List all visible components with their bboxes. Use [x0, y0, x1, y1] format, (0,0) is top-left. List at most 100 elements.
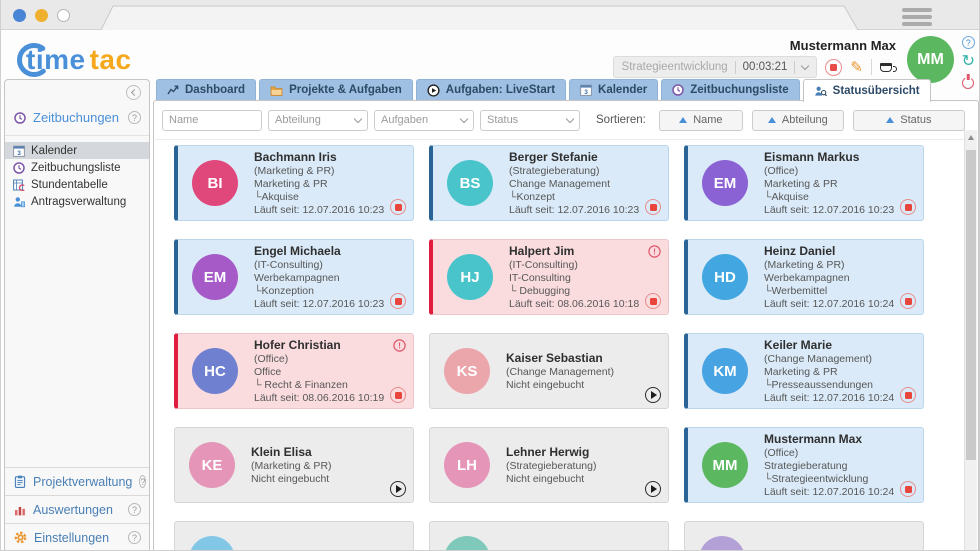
sidebar-section-zeitbuchungen[interactable]: Zeitbuchungen — [5, 102, 149, 136]
stop-tracking-icon[interactable] — [645, 293, 661, 309]
employee-card[interactable]: HDHeinz Daniel(Marketing & PR)Werbekampa… — [684, 239, 924, 315]
employee-card[interactable]: KMKeiler Marie(Change Management)Marketi… — [684, 333, 924, 409]
employee-name: Hofer Christian — [254, 338, 384, 353]
employee-project: Marketing & PR — [764, 178, 894, 191]
clipboard-icon — [14, 475, 26, 488]
stop-tracking-icon[interactable] — [390, 387, 406, 403]
browser-menu-icon[interactable] — [902, 8, 932, 26]
employee-card[interactable]: Reunig Elena — [174, 521, 414, 551]
employee-card[interactable]: MMMustermann Max(Office)Strategieberatun… — [684, 427, 924, 503]
avatar — [189, 536, 235, 551]
sidebar-section-projektverwaltung[interactable]: Projektverwaltung — [5, 467, 149, 495]
scrollbar[interactable] — [964, 130, 977, 551]
sidebar-item-list: 3KalenderZeitbuchungslisteStundentabelle… — [5, 136, 149, 216]
employee-card[interactable]: HCHofer Christian(Office)Office└ Recht &… — [174, 333, 414, 409]
employee-card[interactable]: HJHalpert Jim(IT-Consulting)IT-Consultin… — [429, 239, 669, 315]
sort-button-abteilung[interactable]: Abteilung — [752, 110, 844, 131]
sidebar-section-einstellungen[interactable]: Einstellungen — [5, 523, 149, 551]
avatar: BS — [447, 160, 493, 206]
sidebar-section-auswertungen[interactable]: Auswertungen — [5, 495, 149, 523]
header-icon-rail — [962, 36, 975, 89]
employee-department: (Marketing & PR) — [764, 259, 894, 272]
window-controls[interactable] — [13, 9, 70, 22]
employee-card[interactable]: Schmied Valentin — [429, 521, 669, 551]
folder-icon — [270, 85, 283, 96]
employee-card[interactable]: EMEngel Michaela(IT-Consulting)Werbekamp… — [174, 239, 414, 315]
tab-kalender[interactable]: 3Kalender — [569, 79, 658, 100]
stop-tracking-icon[interactable] — [390, 293, 406, 309]
employee-card[interactable]: BSBerger Stefanie(Strategieberatung)Chan… — [429, 145, 669, 221]
stop-tracking-icon[interactable] — [900, 481, 916, 497]
clock-icon — [13, 162, 25, 174]
running-since: Läuft seit: 12.07.2016 10:24 — [764, 298, 894, 311]
stop-timer-icon[interactable] — [825, 59, 842, 76]
employee-card[interactable]: Steiner Sophie — [684, 521, 924, 551]
chevron-down-icon — [354, 114, 362, 122]
employee-card[interactable]: EMEismann Markus(Office)Marketing & PR└A… — [684, 145, 924, 221]
start-tracking-icon[interactable] — [645, 387, 661, 403]
tab-aufgaben-livestart[interactable]: Aufgaben: LiveStart — [416, 79, 566, 100]
collapse-sidebar-button[interactable] — [126, 85, 141, 100]
stop-tracking-icon[interactable] — [645, 199, 661, 215]
start-tracking-icon[interactable] — [390, 481, 406, 497]
start-tracking-icon[interactable] — [645, 481, 661, 497]
chevron-down-icon[interactable] — [801, 61, 809, 69]
sort-button-status[interactable]: Status — [853, 110, 965, 131]
stop-tracking-icon[interactable] — [900, 293, 916, 309]
name-filter-input[interactable] — [162, 110, 262, 131]
person-search-icon — [814, 85, 827, 97]
refresh-icon[interactable] — [962, 53, 975, 71]
edit-icon[interactable] — [850, 58, 863, 77]
tab-label: Dashboard — [185, 84, 245, 96]
tab-projekte-aufgaben[interactable]: Projekte & Aufgaben — [259, 79, 413, 100]
running-since: Läuft seit: 12.07.2016 10:23 — [254, 298, 384, 311]
card-text: Bachmann Iris(Marketing & PR)Marketing &… — [254, 149, 384, 217]
card-text: Lehner Herwig(Strategieberatung)Nicht ei… — [506, 444, 596, 486]
scrollbar-thumb[interactable] — [966, 150, 976, 460]
employee-name: Berger Stefanie — [509, 150, 639, 165]
employee-project: Marketing & PR — [254, 178, 384, 191]
employee-card[interactable]: KSKaiser Sebastian(Change Management)Nic… — [429, 333, 669, 409]
timer-task-label: Strategieentwicklung — [622, 61, 728, 73]
logo-text-time: time — [26, 44, 86, 76]
employee-task: └Werbemittel — [764, 285, 894, 298]
sidebar-item-stundentabelle[interactable]: Stundentabelle — [5, 176, 149, 193]
tab-dashboard[interactable]: Dashboard — [156, 79, 256, 100]
employee-card[interactable]: BI Bachmann Iris(Marketing & PR)Marketing… — [174, 145, 414, 221]
user-avatar[interactable]: MM — [907, 36, 954, 83]
help-icon[interactable] — [962, 36, 975, 49]
stop-tracking-icon[interactable] — [900, 199, 916, 215]
card-text: Keiler Marie(Change Management)Marketing… — [764, 337, 894, 405]
help-icon[interactable] — [128, 531, 141, 544]
employee-card[interactable]: LHLehner Herwig(Strategieberatung)Nicht … — [429, 427, 669, 503]
sidebar-item-antragsverwaltung[interactable]: Antragsverwaltung — [5, 193, 149, 210]
tab-label: Aufgaben: LiveStart — [446, 84, 555, 96]
filter-select-status[interactable]: Status — [480, 110, 580, 131]
avatar: BI — [192, 160, 238, 206]
filter-select-abteilung[interactable]: Abteilung — [268, 110, 368, 131]
tab-zeitbuchungsliste[interactable]: Zeitbuchungsliste — [661, 79, 799, 100]
coffee-break-icon[interactable] — [880, 63, 892, 72]
select-value: Aufgaben — [381, 114, 461, 126]
logout-power-icon[interactable] — [962, 77, 974, 89]
stop-tracking-icon[interactable] — [900, 387, 916, 403]
svg-text:!: ! — [398, 340, 401, 350]
employee-department: (Marketing & PR) — [251, 460, 332, 473]
sidebar-item-kalender[interactable]: 3Kalender — [5, 142, 149, 159]
sort-button-name[interactable]: Name — [659, 110, 743, 131]
window-button-blue[interactable] — [13, 9, 26, 22]
person-icon — [13, 196, 25, 208]
employee-card[interactable]: KEKlein Elisa(Marketing & PR)Nicht einge… — [174, 427, 414, 503]
help-icon[interactable] — [128, 503, 141, 516]
window-button-yellow[interactable] — [35, 9, 48, 22]
active-task-dropdown[interactable]: Strategieentwicklung 00:03:21 — [613, 56, 818, 78]
help-icon[interactable] — [128, 111, 141, 124]
filter-select-aufgaben[interactable]: Aufgaben — [374, 110, 474, 131]
sidebar-item-zeitbuchungsliste[interactable]: Zeitbuchungsliste — [5, 159, 149, 176]
scroll-up-arrow-icon[interactable] — [965, 130, 977, 145]
employee-project: IT-Consulting — [509, 272, 639, 285]
help-icon[interactable] — [139, 475, 146, 488]
stop-tracking-icon[interactable] — [390, 199, 406, 215]
window-button-white[interactable] — [57, 9, 70, 22]
tab-statusübersicht[interactable]: Statusübersicht — [803, 79, 931, 102]
